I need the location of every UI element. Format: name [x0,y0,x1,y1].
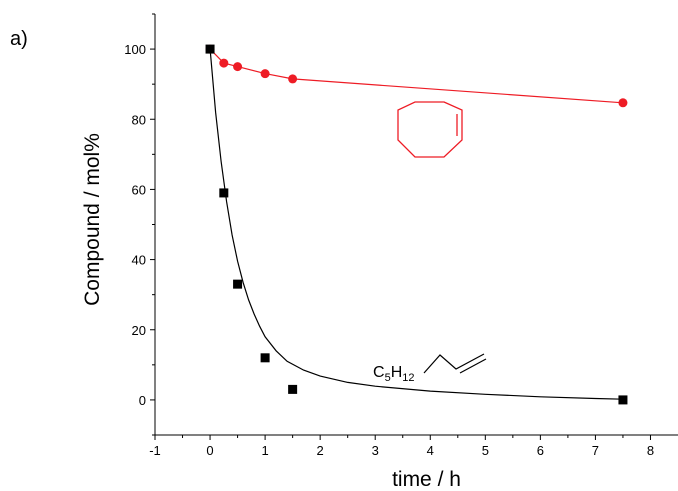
alkene-chain [423,353,485,374]
series-1-point [233,279,243,289]
x-tick-label: 6 [537,443,544,458]
x-tick-label: 8 [647,443,654,458]
x-tick-label: -1 [149,443,161,458]
series-0-point [219,58,229,68]
series-1-point [260,353,270,363]
alkene-double-bond [459,358,487,374]
x-tick-label: 1 [261,443,268,458]
panel-label: a) [10,28,28,50]
x-tick-label: 4 [427,443,434,458]
y-tick-label: 20 [132,323,146,338]
x-tick-label: 7 [592,443,599,458]
series-0-fit-line [209,48,623,104]
series-0-point [233,62,243,72]
series-1-point [618,395,628,405]
alkene-label: C5H12 [373,364,415,384]
y-axis-title: Compound / mol% [81,133,104,306]
y-tick-label: 0 [139,393,146,408]
y-tick-label: 100 [124,42,146,57]
series-1-fit-line [209,49,623,400]
x-tick-label: 5 [482,443,489,458]
x-tick-label: 3 [372,443,379,458]
y-tick-label: 40 [132,253,146,268]
series-1-point [288,384,298,394]
y-tick-label: 80 [132,112,146,127]
cyclooctene-structure [397,101,463,158]
series-1-point [219,188,229,198]
series-0-point [288,74,298,84]
x-tick-label: 2 [317,443,324,458]
series-0-point [618,98,628,108]
series-1-point [205,44,215,54]
series-0-point [260,69,270,79]
y-tick-label: 60 [132,182,146,197]
x-axis-title: time / h [392,468,461,491]
x-tick-label: 0 [206,443,213,458]
